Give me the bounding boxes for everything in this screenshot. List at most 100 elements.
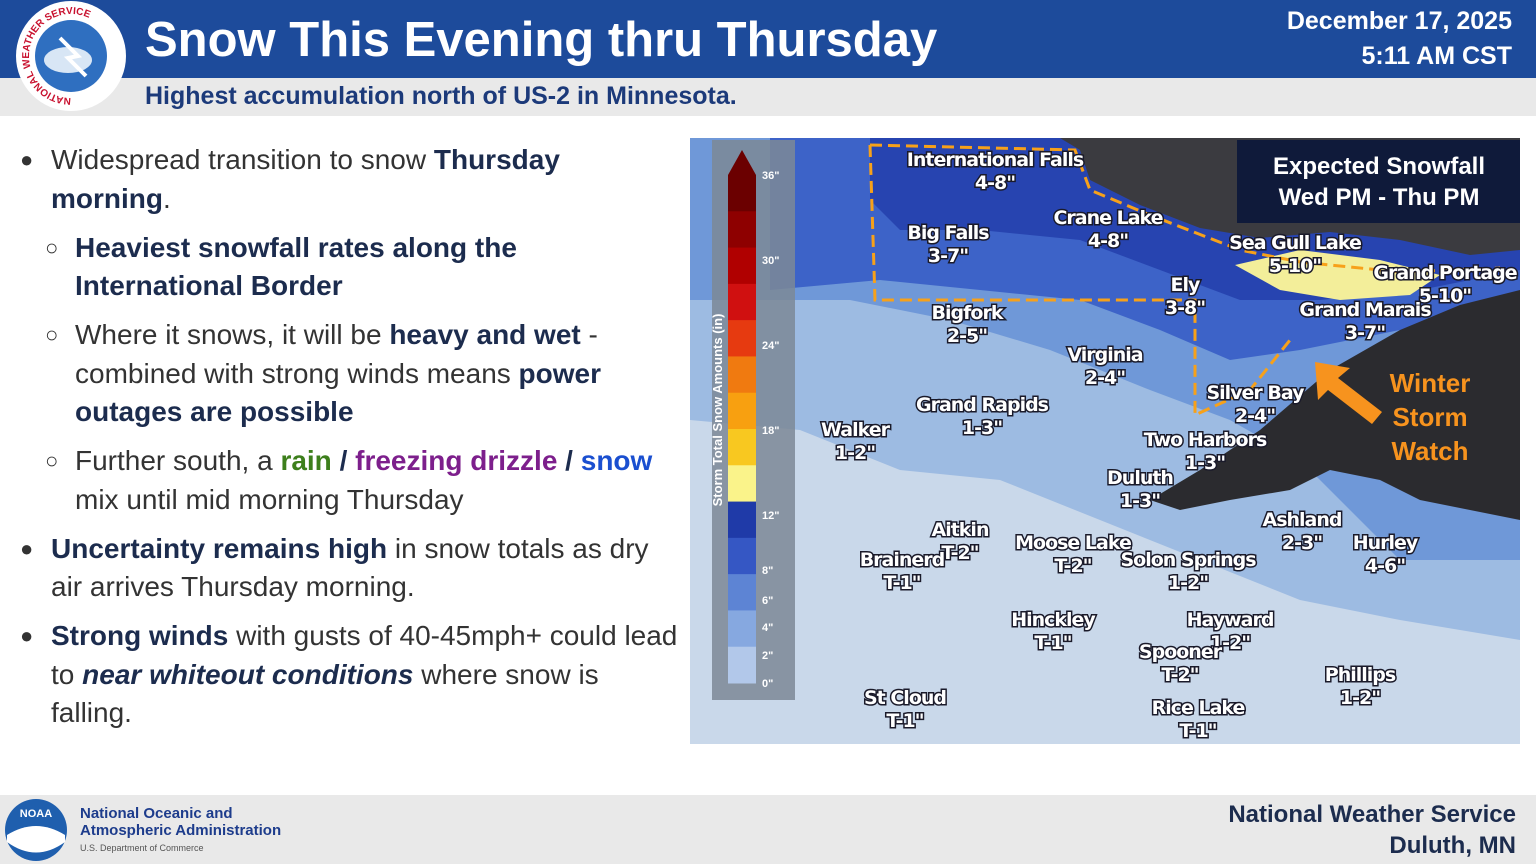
place-amount: 1-3": [1120, 490, 1160, 512]
bullet-text: Further south, a: [75, 445, 281, 476]
colorbar-label: Storm Total Snow Amounts (in): [710, 314, 725, 507]
place-name: Hayward: [1187, 609, 1274, 631]
place-name: Hurley: [1353, 532, 1419, 554]
place-name: Big Falls: [907, 222, 989, 244]
place-amount: 1-3": [962, 417, 1002, 439]
place-amount: 1-2": [1210, 632, 1250, 654]
office-location: Duluth, MN: [1389, 832, 1516, 859]
colorbar-swatch: [728, 247, 756, 285]
bullet-text: heavy and wet: [389, 319, 581, 350]
colorbar-tick-label: 24": [762, 340, 779, 352]
place-name: Bigfork: [932, 302, 1004, 324]
place-name: Virginia: [1067, 344, 1142, 366]
place-amount: 5-10": [1269, 255, 1322, 277]
snowfall-map: 36" 30" 24" 18" 12" 8" 6" 4" 2" 0" Storm Total Sno…: [690, 138, 1520, 744]
bullet-text: Strong winds: [51, 620, 229, 651]
colorbar-tick-label: 8": [762, 565, 773, 577]
place-amount: T-2": [1054, 555, 1091, 577]
colorbar-tick-label: 4": [762, 622, 773, 634]
place-amount: 1-2": [1168, 572, 1208, 594]
bullet-marker: ●: [20, 147, 34, 172]
watch-text: Watch: [1391, 436, 1468, 466]
bullet: ● Widespread transition to snow Thursday …: [0, 141, 690, 218]
place-amount: 2-5": [947, 325, 987, 347]
place-name: Ashland: [1262, 509, 1341, 531]
colorbar-swatch: [728, 501, 756, 539]
office-name: National Weather Service: [1228, 801, 1516, 828]
place-name: St Cloud: [864, 687, 946, 709]
title: Snow This Evening thru Thursday: [145, 13, 938, 67]
place-name: Aitkin: [932, 519, 989, 541]
colorbar-tick-label: 12": [762, 510, 779, 522]
legend-text: Expected Snowfall: [1273, 153, 1485, 180]
bullet-marker: ○: [45, 234, 59, 260]
place-amount: T-1": [1034, 632, 1071, 654]
bullet: ● Strong winds with gusts of 40-45mph+ co…: [0, 617, 690, 733]
time: 5:11 AM CST: [1361, 42, 1512, 70]
subtitle-bar: [0, 78, 1536, 116]
place-name: Two Harbors: [1144, 429, 1267, 451]
bullet-marker: ●: [20, 623, 34, 648]
place-name: Grand Rapids: [916, 394, 1049, 416]
place-amount: T-2": [1161, 664, 1198, 686]
place-amount: T-2": [941, 542, 978, 564]
place-name: Rice Lake: [1152, 697, 1245, 719]
bullet: ○ Further south, a rain / freezing drizzl…: [0, 442, 690, 519]
place-amount: 2-3": [1282, 532, 1322, 554]
place-name: Walker: [821, 419, 891, 441]
bullet-marker: ○: [45, 322, 59, 347]
bullet-text: rain: [280, 445, 332, 476]
place-amount: 1-3": [1185, 452, 1225, 474]
place-name: Brainerd: [860, 549, 945, 571]
place-amount: 3-7": [928, 245, 968, 267]
colorbar-swatch: [728, 646, 756, 684]
place-amount: 2-4": [1235, 405, 1275, 427]
bullet: ○ Where it snows, it will be heavy and we…: [0, 316, 690, 432]
agency-line: Atmospheric Administration: [80, 822, 282, 839]
bullet-text: /: [331, 445, 356, 476]
colorbar-swatch: [728, 283, 756, 321]
bullet-text: - combined with strong winds means: [75, 319, 598, 389]
watch-text: Winter: [1390, 368, 1471, 398]
bullet-marker: ●: [20, 535, 34, 561]
place-amount: 4-6": [1365, 555, 1405, 577]
colorbar-arrow: [728, 150, 756, 175]
colorbar-swatch: [728, 175, 756, 212]
nws-logo: NATIONAL WEATHER SERVICE: [16, 1, 126, 111]
colorbar-swatch: [728, 356, 756, 394]
colorbar-tick-label: 0": [762, 678, 773, 690]
watch-arrow: [1315, 362, 1382, 424]
bullet-text: mix until mid morning Thursday: [75, 483, 464, 515]
place-amount: 1-2": [835, 442, 875, 464]
place-amount: 4-8": [1088, 230, 1128, 252]
place-name: Sea Gull Lake: [1229, 232, 1361, 254]
place-name: Grand Marais: [1299, 299, 1431, 321]
colorbar-swatch: [728, 211, 756, 249]
header-bar: [0, 0, 1536, 78]
legend-text: Wed PM - Thu PM: [1279, 184, 1480, 211]
bullet-text: Widespread transition to snow: [51, 144, 434, 175]
colorbar-swatch: [728, 610, 756, 648]
bullet: ● Uncertainty remains high in snow totals…: [0, 530, 690, 607]
colorbar-swatch: [728, 392, 756, 430]
bullet-text: with gusts of 40-45mph+ could lead to: [51, 620, 678, 690]
place-name: Crane Lake: [1053, 207, 1162, 229]
bullet-text: where snow is falling.: [51, 658, 599, 729]
bullet-list: ● Widespread transition to snow Thursday …: [0, 141, 690, 743]
bullet-text: /: [557, 445, 581, 476]
place-amount: T-1": [1179, 720, 1216, 742]
bullet-text: Uncertainty remains high: [51, 532, 388, 564]
colorbar-swatch: [728, 429, 756, 466]
place-amount: 3-8": [1165, 297, 1205, 319]
place-amount: 5-10": [1419, 285, 1472, 307]
bullet-marker: ○: [45, 448, 59, 473]
colorbar-tick-label: 6": [762, 595, 773, 607]
watch-boundary: [868, 144, 1292, 418]
place-name: Phillips: [1325, 664, 1396, 686]
place-name: Grand Portage: [1373, 262, 1516, 284]
place-amount: T-1": [883, 572, 920, 594]
place-amount: 3-7": [1345, 322, 1385, 344]
bullet-text: near whiteout conditions: [82, 658, 414, 690]
place-name: Spooner: [1139, 641, 1223, 663]
department: U.S. Department of Commerce: [80, 843, 204, 853]
